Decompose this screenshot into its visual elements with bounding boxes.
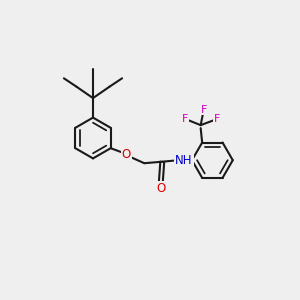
Text: F: F (214, 113, 220, 124)
Text: O: O (122, 148, 131, 161)
Text: O: O (156, 182, 165, 195)
Text: F: F (200, 104, 207, 115)
Text: NH: NH (175, 154, 193, 167)
Text: F: F (182, 113, 188, 124)
